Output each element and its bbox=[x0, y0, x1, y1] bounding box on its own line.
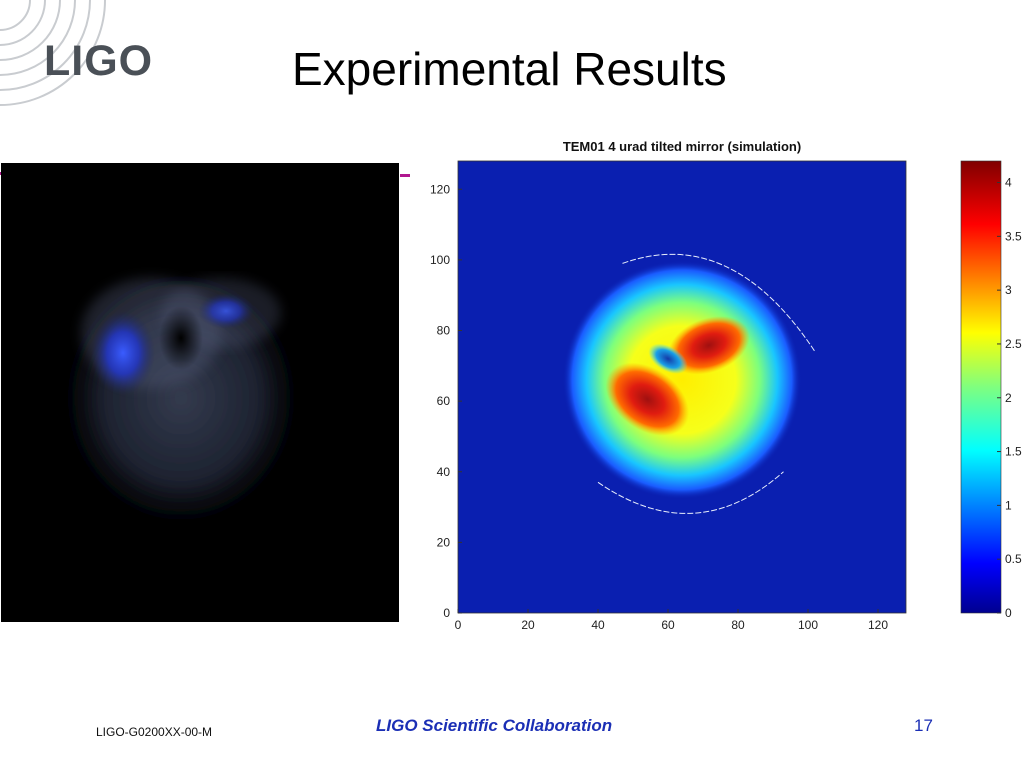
colorbar-tick-label: 3 bbox=[1005, 283, 1012, 297]
aperture-edge-lower bbox=[597, 471, 784, 514]
page-number: 17 bbox=[914, 716, 933, 735]
slide-title: Experimental Results bbox=[292, 43, 727, 95]
colorbar-tick-label: 1.5 bbox=[1005, 445, 1022, 459]
colorbar-tick-label: 3.5 bbox=[1005, 229, 1022, 243]
y-tick-label: 80 bbox=[437, 324, 451, 338]
footer-doc-id: LIGO-G0200XX-00-M bbox=[96, 725, 213, 739]
photo-marker-right bbox=[400, 174, 410, 177]
colorbar-tick-label: 1 bbox=[1005, 498, 1012, 512]
y-tick-label: 60 bbox=[437, 394, 451, 408]
x-tick-label: 0 bbox=[455, 618, 462, 632]
y-tick-label: 100 bbox=[430, 253, 450, 267]
plot-frame bbox=[457, 160, 907, 614]
x-tick-label: 80 bbox=[731, 618, 745, 632]
colorbar-tick-label: 4 bbox=[1005, 176, 1012, 190]
y-tick-label: 20 bbox=[437, 535, 451, 549]
beam-profile-photo bbox=[1, 163, 399, 622]
x-tick-label: 40 bbox=[591, 618, 605, 632]
x-tick-label: 60 bbox=[661, 618, 675, 632]
colorbar-tick-label: 2 bbox=[1005, 391, 1012, 405]
colorbar-tick-label: 2.5 bbox=[1005, 337, 1022, 351]
colorbar-gradient bbox=[960, 160, 1002, 614]
colorbar-tick-label: 0 bbox=[1005, 606, 1012, 620]
x-tick-label: 120 bbox=[868, 618, 888, 632]
heatmap-plot: 0 20 40 60 80 100 120 0 20 40 60 80 100 120 bbox=[430, 160, 907, 632]
plot-title: TEM01 4 urad tilted mirror (simulation) bbox=[562, 139, 802, 154]
ligo-logo: LIGO bbox=[44, 37, 154, 85]
y-tick-label: 0 bbox=[443, 606, 450, 620]
aperture-edge-upper bbox=[622, 253, 816, 352]
heatmap-hot-lobe-upper bbox=[668, 316, 750, 375]
plot-axes: 0 20 40 60 80 100 120 0 20 40 60 80 100 120 bbox=[430, 160, 907, 632]
y-tick-label: 120 bbox=[430, 182, 450, 196]
heatmap-hot-lobe-lower bbox=[605, 362, 690, 436]
plot-area bbox=[458, 161, 906, 613]
x-tick-label: 100 bbox=[798, 618, 818, 632]
x-tick-label: 20 bbox=[521, 618, 535, 632]
colorbar: 0 0.5 1 1.5 2 2.5 3 3.5 4 bbox=[960, 160, 1022, 620]
colorbar-tick-label: 0.5 bbox=[1005, 552, 1022, 566]
logo-arcs-graphic bbox=[0, 0, 106, 106]
heatmap-main-lobe bbox=[562, 260, 802, 500]
footer-collaboration: LIGO Scientific Collaboration bbox=[376, 716, 613, 735]
y-tick-label: 40 bbox=[437, 465, 451, 479]
heatmap-dark-hole bbox=[648, 343, 688, 374]
